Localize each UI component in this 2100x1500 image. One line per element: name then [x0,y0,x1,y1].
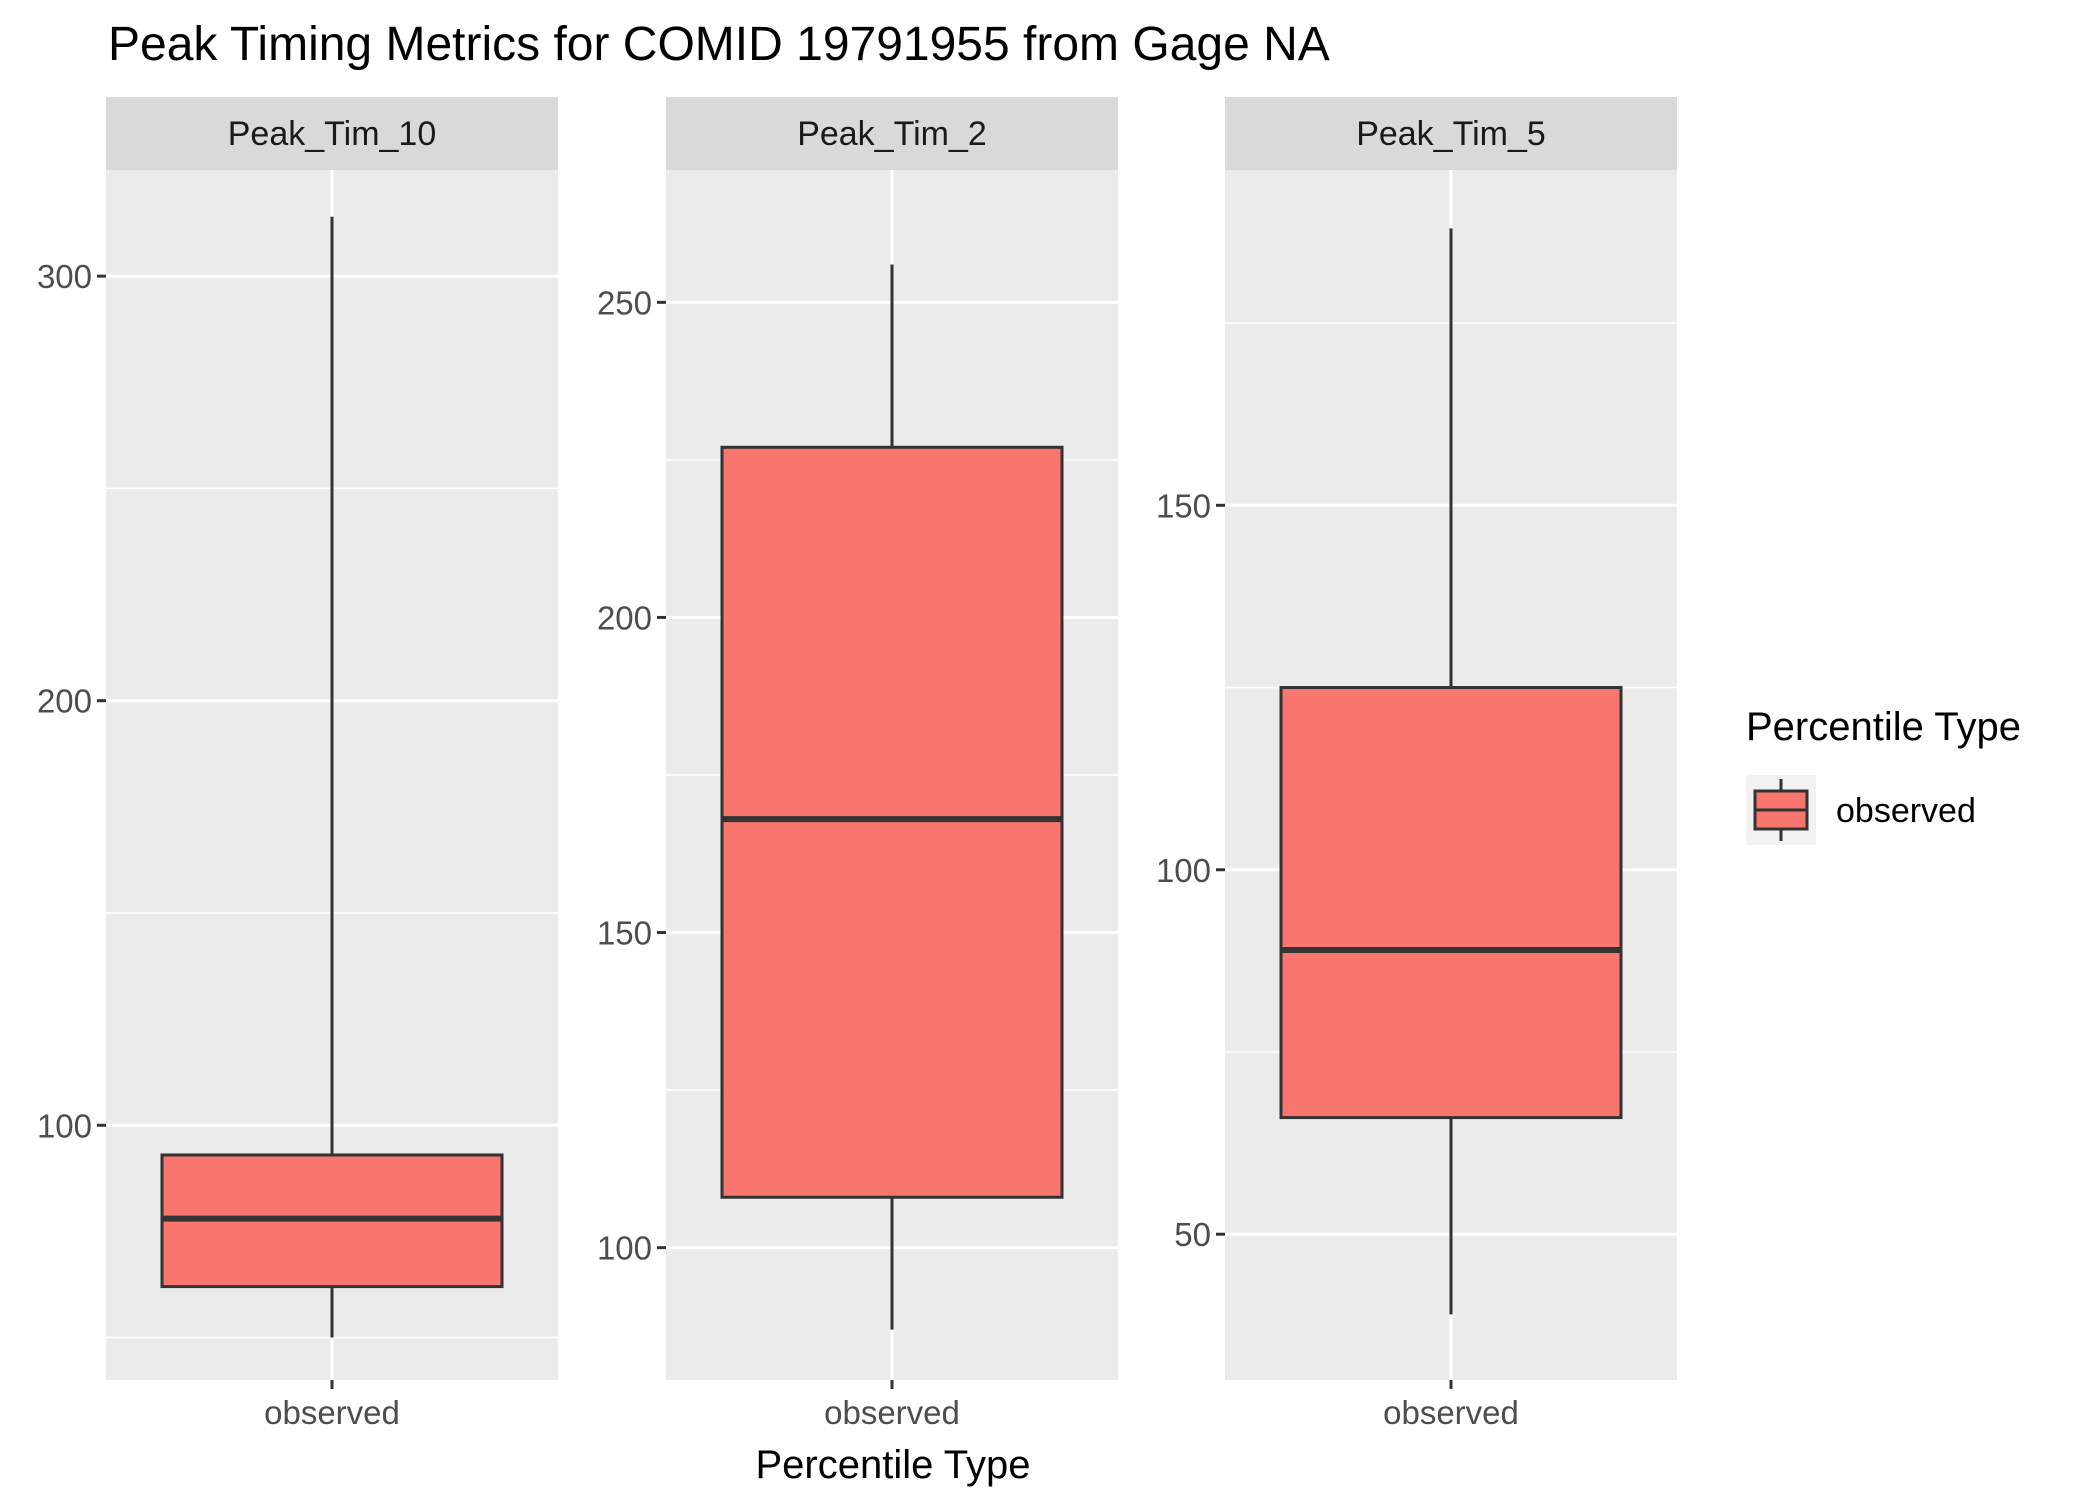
facet-panels: Peak_Tim_10 100 200 300 observed Peak_Tim_2 10… [37,97,1677,1431]
y-tick-label: 250 [597,284,652,321]
facet-strip-label: Peak_Tim_10 [228,115,437,153]
y-tick-label: 200 [37,683,92,720]
facet-panel: Peak_Tim_10 100 200 300 observed [37,97,558,1431]
x-tick-label: observed [824,1394,960,1431]
legend-entry-label: observed [1836,792,1976,830]
facet-panel: Peak_Tim_5 50 100 150 observed [1156,97,1677,1431]
facet-strip-label: Peak_Tim_2 [797,115,987,153]
legend-title: Percentile Type [1746,705,2021,749]
legend-entry: observed [1746,775,1976,845]
facet-panel: Peak_Tim_2 100 150 200 250 observed [597,97,1118,1431]
chart-title: Peak Timing Metrics for COMID 19791955 f… [108,18,1330,71]
facet-strip [106,97,558,170]
x-tick-label: observed [1383,1394,1519,1431]
y-tick-label: 50 [1174,1216,1211,1253]
box-iqr [720,445,1064,1199]
x-tick-label: observed [264,1394,400,1431]
y-tick-label: 100 [597,1230,652,1267]
legend: Percentile Type observed [1746,705,2021,845]
facet-strip [666,97,1118,170]
y-tick-label: 150 [597,915,652,952]
facet-strip-label: Peak_Tim_5 [1356,115,1546,153]
y-tick-label: 100 [37,1107,92,1144]
legend-keys: observed [1746,775,1976,845]
y-tick-label: 200 [597,599,652,636]
facet-strip [1225,97,1677,170]
y-tick-label: 150 [1156,487,1211,524]
y-tick-label: 300 [37,258,92,295]
box-iqr [1279,686,1623,1120]
x-axis-title: Percentile Type [756,1443,1031,1487]
y-tick-label: 100 [1156,852,1211,889]
